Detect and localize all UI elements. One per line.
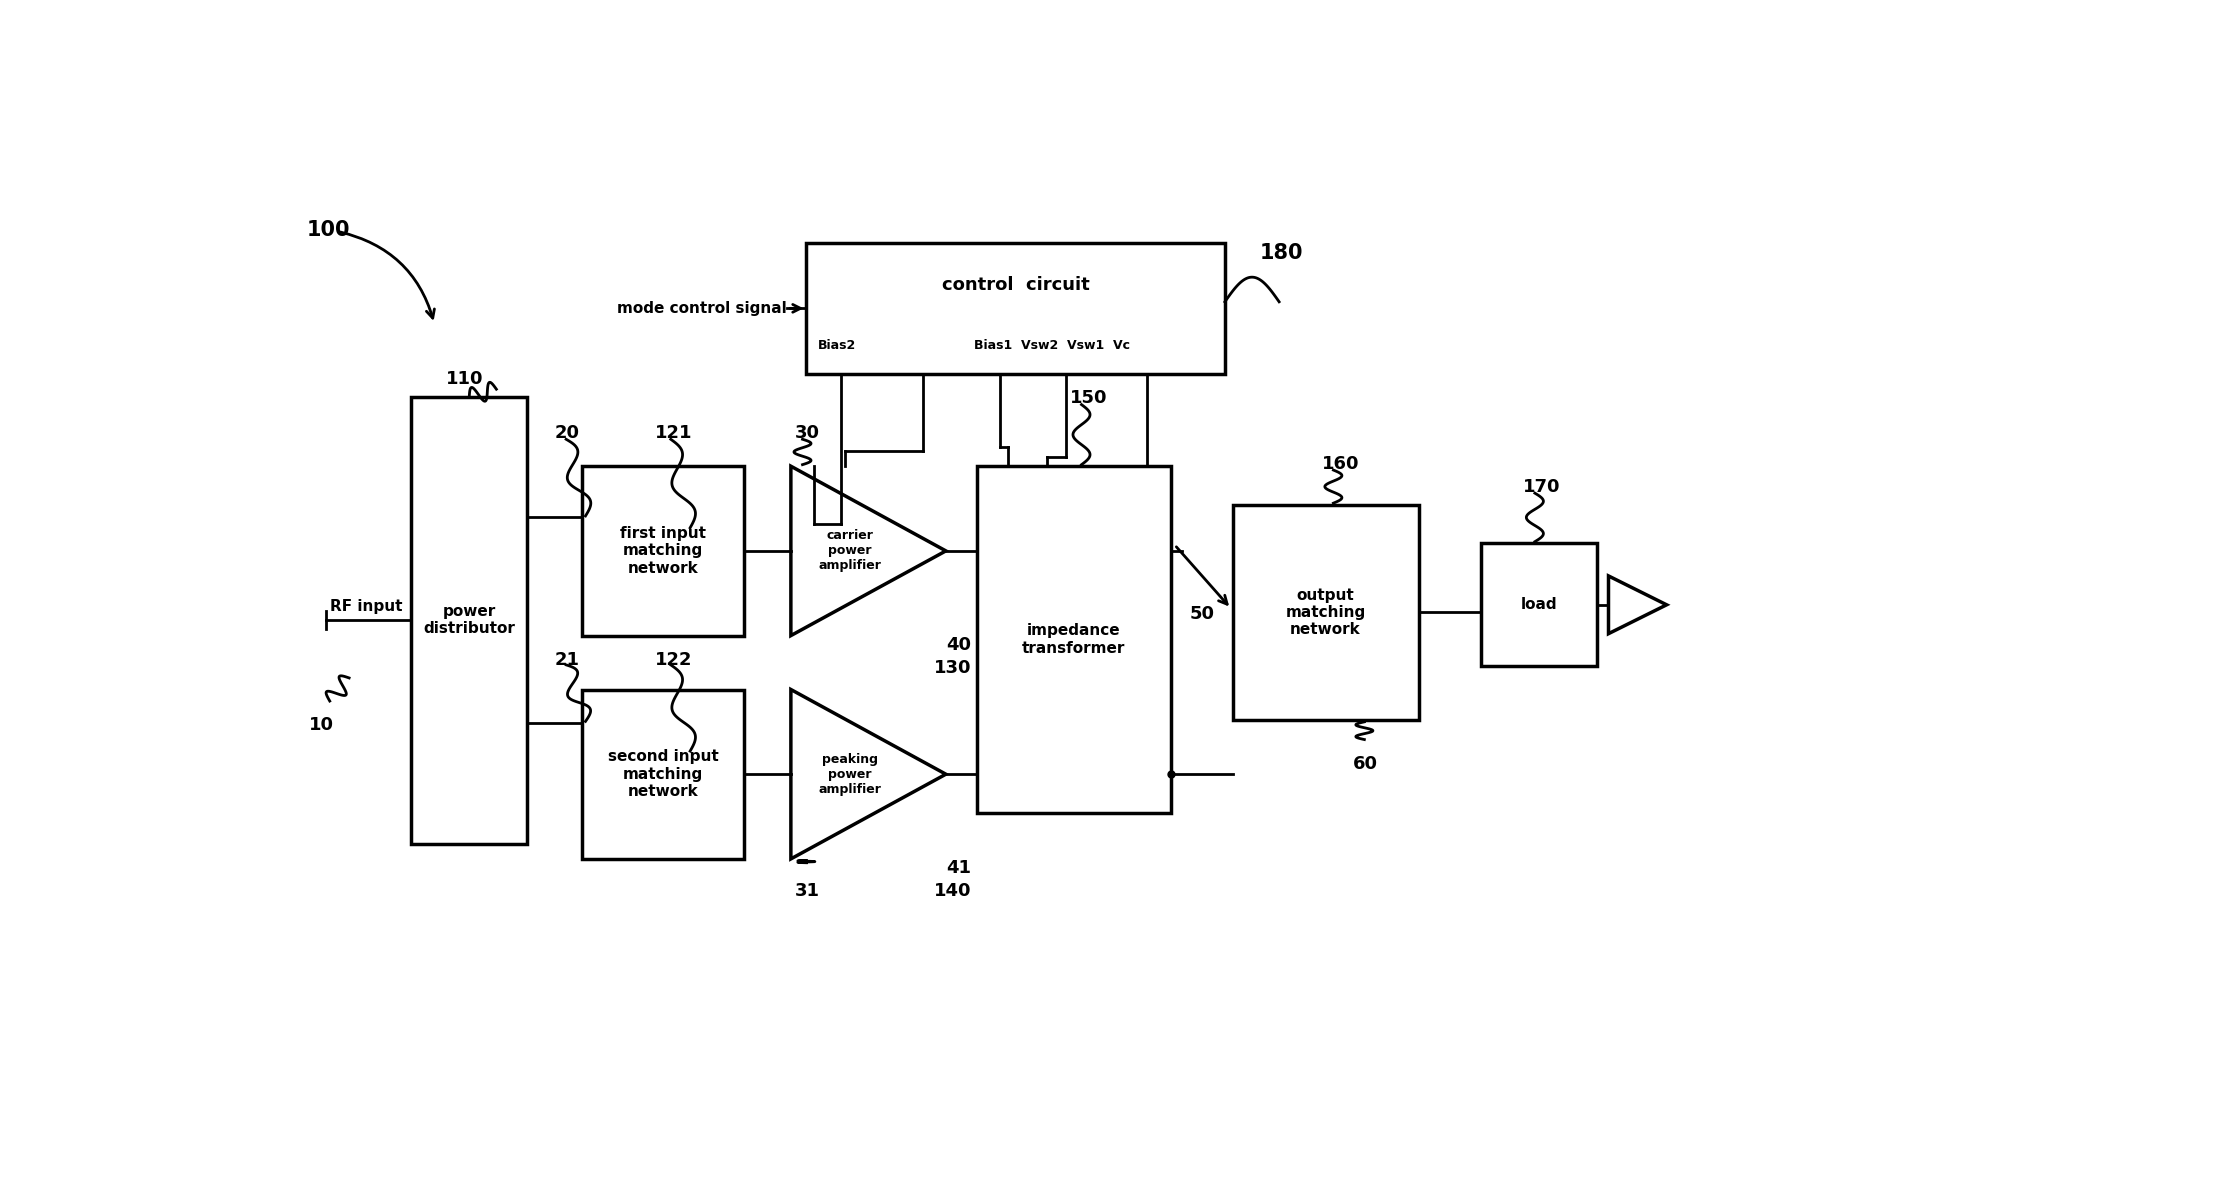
Bar bbox=[807, 243, 1225, 374]
Text: 100: 100 bbox=[306, 220, 351, 240]
Text: mode control signal: mode control signal bbox=[617, 301, 787, 315]
Bar bbox=[1234, 505, 1419, 720]
Text: 50: 50 bbox=[1189, 605, 1216, 622]
Text: 180: 180 bbox=[1261, 243, 1303, 263]
Text: output
matching
network: output matching network bbox=[1285, 588, 1366, 638]
Bar bbox=[1480, 543, 1596, 666]
Text: 121: 121 bbox=[655, 424, 693, 441]
Text: carrier
power
amplifier: carrier power amplifier bbox=[818, 530, 881, 572]
Text: load: load bbox=[1520, 597, 1558, 613]
Text: peaking
power
amplifier: peaking power amplifier bbox=[818, 753, 881, 796]
Text: 20: 20 bbox=[554, 424, 579, 441]
Text: Bias1  Vsw2  Vsw1  Vc: Bias1 Vsw2 Vsw1 Vc bbox=[974, 338, 1129, 351]
Text: 10: 10 bbox=[308, 716, 333, 734]
Text: impedance
transformer: impedance transformer bbox=[1021, 624, 1126, 656]
Bar bbox=[411, 397, 527, 844]
Text: 130: 130 bbox=[934, 659, 972, 677]
Text: 41: 41 bbox=[945, 859, 970, 877]
Text: RF input: RF input bbox=[331, 599, 402, 614]
Text: second input
matching
network: second input matching network bbox=[608, 750, 717, 800]
Text: Bias2: Bias2 bbox=[818, 338, 856, 351]
Text: 170: 170 bbox=[1524, 477, 1560, 496]
Text: 40: 40 bbox=[945, 635, 970, 653]
Text: 21: 21 bbox=[554, 651, 579, 669]
Bar bbox=[581, 466, 744, 635]
Text: first input
matching
network: first input matching network bbox=[619, 526, 706, 576]
Text: 150: 150 bbox=[1071, 389, 1106, 407]
Text: 31: 31 bbox=[796, 882, 820, 900]
Text: 122: 122 bbox=[655, 651, 693, 669]
Text: 160: 160 bbox=[1321, 455, 1359, 472]
Text: 60: 60 bbox=[1352, 754, 1377, 774]
Text: power
distributor: power distributor bbox=[422, 605, 516, 637]
Text: control  circuit: control circuit bbox=[941, 276, 1088, 294]
Text: 30: 30 bbox=[796, 424, 820, 441]
Bar bbox=[977, 466, 1171, 813]
Text: 140: 140 bbox=[934, 882, 972, 900]
Bar bbox=[581, 689, 744, 859]
Text: 110: 110 bbox=[447, 370, 483, 388]
